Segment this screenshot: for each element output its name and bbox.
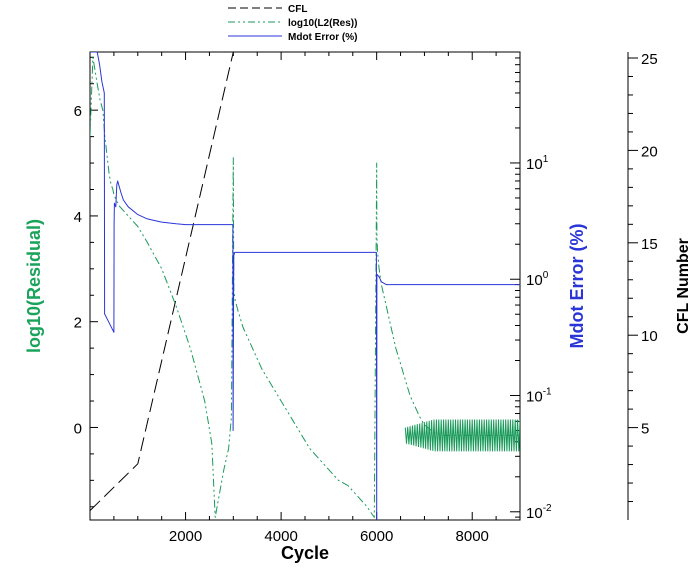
left-axis-title: log10(Residual) xyxy=(24,219,44,353)
cfl-tick-label: 25 xyxy=(641,51,658,68)
x-tick-label: 4000 xyxy=(264,528,297,545)
legend-label-residual: log10(L2(Res)) xyxy=(288,18,357,29)
mdot-tick-label: 101 xyxy=(526,154,549,173)
series-line-0 xyxy=(90,52,520,511)
left-tick-label: 6 xyxy=(74,103,82,120)
mdot-axis-title: Mdot Error (%) xyxy=(567,224,587,349)
plot-frame xyxy=(89,51,521,521)
x-tick-label: 6000 xyxy=(360,528,393,545)
left-tick-label: 0 xyxy=(74,420,82,437)
series-line-1 xyxy=(90,56,520,518)
mdot-tick-label: 10-2 xyxy=(526,503,552,522)
series-layer xyxy=(90,52,520,520)
cfl-tick-label: 5 xyxy=(641,421,649,438)
legend-label-mdot: Mdot Error (%) xyxy=(288,32,357,43)
left-tick-label: 2 xyxy=(74,315,82,332)
mdot-tick-label: 10-1 xyxy=(526,387,552,406)
x-tick-label: 2000 xyxy=(169,528,202,545)
x-tick-label: 8000 xyxy=(456,528,489,545)
cfl-tick-label: 15 xyxy=(641,236,658,253)
cfl-tick-label: 20 xyxy=(641,143,658,160)
x-axis-title: Cycle xyxy=(281,543,329,563)
ticks xyxy=(90,51,638,520)
mdot-tick-label: 100 xyxy=(526,270,549,289)
series-line-2 xyxy=(90,52,520,520)
legend: CFL log10(L2(Res)) Mdot Error (%) xyxy=(228,4,357,43)
left-tick-label: 4 xyxy=(74,209,82,226)
cfl-tick-label: 10 xyxy=(641,328,658,345)
cfl-axis-title: CFL Number xyxy=(675,238,692,334)
tick-labels: 2000 4000 6000 8000024610-210-1100101510152… xyxy=(74,51,658,545)
series-residual-oscillation xyxy=(404,419,520,452)
legend-label-cfl: CFL xyxy=(288,4,307,15)
